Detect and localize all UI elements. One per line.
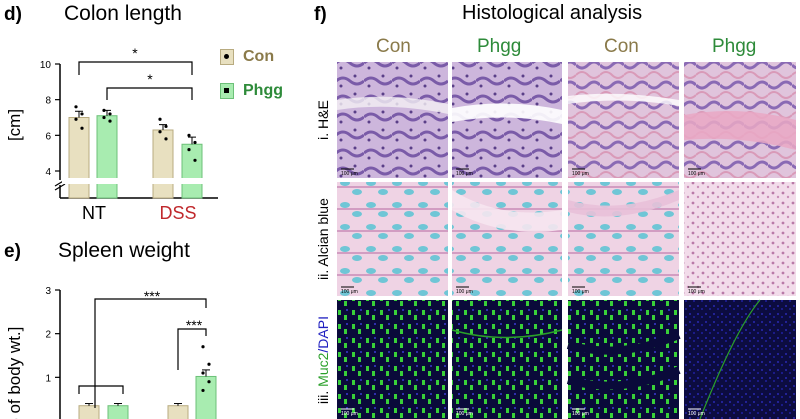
panel-e-title: Spleen weight xyxy=(58,239,190,262)
colon-data-point xyxy=(74,117,78,121)
colon-sig-star-1: * xyxy=(132,45,138,61)
column-header-2: Phgg xyxy=(477,36,522,57)
colon-data-point xyxy=(193,140,197,145)
colon-length-chart: [cm] 4 6 8 10 * * NT DSS xyxy=(5,45,218,223)
scale-bar-label: 100 μm xyxy=(456,289,473,295)
colon-group-dss: DSS xyxy=(159,203,196,223)
he-image-con-nt xyxy=(337,62,448,178)
panel-f-title: Histological analysis xyxy=(462,2,643,24)
colon-data-point xyxy=(102,115,106,120)
muc2-image-phgg-nt xyxy=(452,300,562,419)
panel-d-title: Colon length xyxy=(64,2,182,25)
scale-bar-label: 100 μm xyxy=(341,411,358,417)
scale-bar-label: 100 μm xyxy=(688,171,705,177)
spleen-sig-bracket-3 xyxy=(78,385,124,394)
scale-bar-label: 100 μm xyxy=(456,171,473,177)
colon-data-point xyxy=(193,158,197,162)
colon-ytick-label: 10 xyxy=(40,60,52,71)
colon-data-point xyxy=(74,105,78,109)
scale-bar-label: 100 μm xyxy=(688,289,705,295)
spleen-bar-phgg-nt xyxy=(107,405,129,419)
legend-phgg: Phgg xyxy=(220,82,283,100)
spleen-sig-bracket-2 xyxy=(177,328,207,370)
scale-bar-label: 100 μm xyxy=(456,411,473,417)
colon-data-point xyxy=(108,119,112,123)
spleen-ytick-label: 3 xyxy=(45,286,51,297)
colon-data-point xyxy=(158,130,162,134)
colon-ytick-label: 6 xyxy=(45,131,51,142)
spleen-ylabel: % of body wt.] xyxy=(5,327,24,419)
colon-data-point xyxy=(164,124,168,129)
legend-phgg-swatch xyxy=(220,83,234,99)
legend-phgg-label: Phgg xyxy=(243,82,283,99)
muc2-image-con-nt xyxy=(337,300,448,419)
spleen-data-point xyxy=(201,345,205,349)
spleen-data-point xyxy=(207,380,211,384)
spleen-sig-bracket-1 xyxy=(94,298,207,408)
legend-con-label: Con xyxy=(243,48,275,65)
scale-bar-label: 100 μm xyxy=(572,289,589,295)
scale-bar-label: 100 μm xyxy=(341,171,358,177)
legend-con: Con xyxy=(220,48,274,66)
colon-data-point xyxy=(158,117,162,121)
spleen-ytick-label: 2 xyxy=(45,330,51,341)
column-header-1: Con xyxy=(376,36,411,57)
panel-f-letter: f) xyxy=(314,4,327,25)
alcian-image-con-nt xyxy=(337,182,448,296)
spleen-data-point xyxy=(201,371,205,375)
colon-data-point xyxy=(102,108,106,112)
colon-data-point xyxy=(108,112,112,116)
spleen-data-point xyxy=(207,362,211,366)
spleen-ytick-label: 1 xyxy=(45,373,51,384)
muc2-image-phgg-dss xyxy=(684,300,796,419)
colon-data-point xyxy=(164,137,168,141)
muc2-image-con-dss xyxy=(568,300,679,419)
panel-e-letter: e) xyxy=(4,241,21,262)
spleen-data-point xyxy=(201,388,205,393)
colon-data-point xyxy=(80,112,84,116)
column-header-4: Phgg xyxy=(712,36,757,57)
spleen-bar-con-nt xyxy=(78,405,100,419)
legend-con-swatch xyxy=(220,49,234,65)
colon-sig-bracket-2 xyxy=(106,87,193,100)
alcian-image-phgg-dss xyxy=(684,182,796,296)
scale-bar-label: 100 μm xyxy=(688,411,705,417)
spleen-sig-star-1: *** xyxy=(144,288,161,304)
column-header-3: Con xyxy=(604,36,639,57)
colon-ytick-label: 4 xyxy=(45,167,51,178)
scale-bar-label: 100 μm xyxy=(572,171,589,177)
spleen-sig-star-2: *** xyxy=(186,317,203,333)
colon-data-point xyxy=(80,126,84,130)
colon-ylabel: [cm] xyxy=(5,109,24,141)
colon-group-nt: NT xyxy=(82,203,106,223)
colon-sig-star-2: * xyxy=(147,71,153,87)
colon-sig-bracket-1 xyxy=(78,61,193,75)
spleen-weight-chart: % of body wt.] 1 2 3 *** *** xyxy=(5,286,217,419)
panel-d-letter: d) xyxy=(4,4,22,25)
he-image-con-dss xyxy=(568,62,679,178)
scale-bar-label: 100 μm xyxy=(572,411,589,417)
scale-bar-label: 100 μm xyxy=(341,289,358,295)
colon-data-point xyxy=(187,148,191,152)
colon-ytick-label: 8 xyxy=(45,96,51,107)
colon-axis-break-band xyxy=(62,178,212,184)
spleen-bar-con-dss xyxy=(167,405,189,419)
colon-data-point xyxy=(187,133,191,137)
